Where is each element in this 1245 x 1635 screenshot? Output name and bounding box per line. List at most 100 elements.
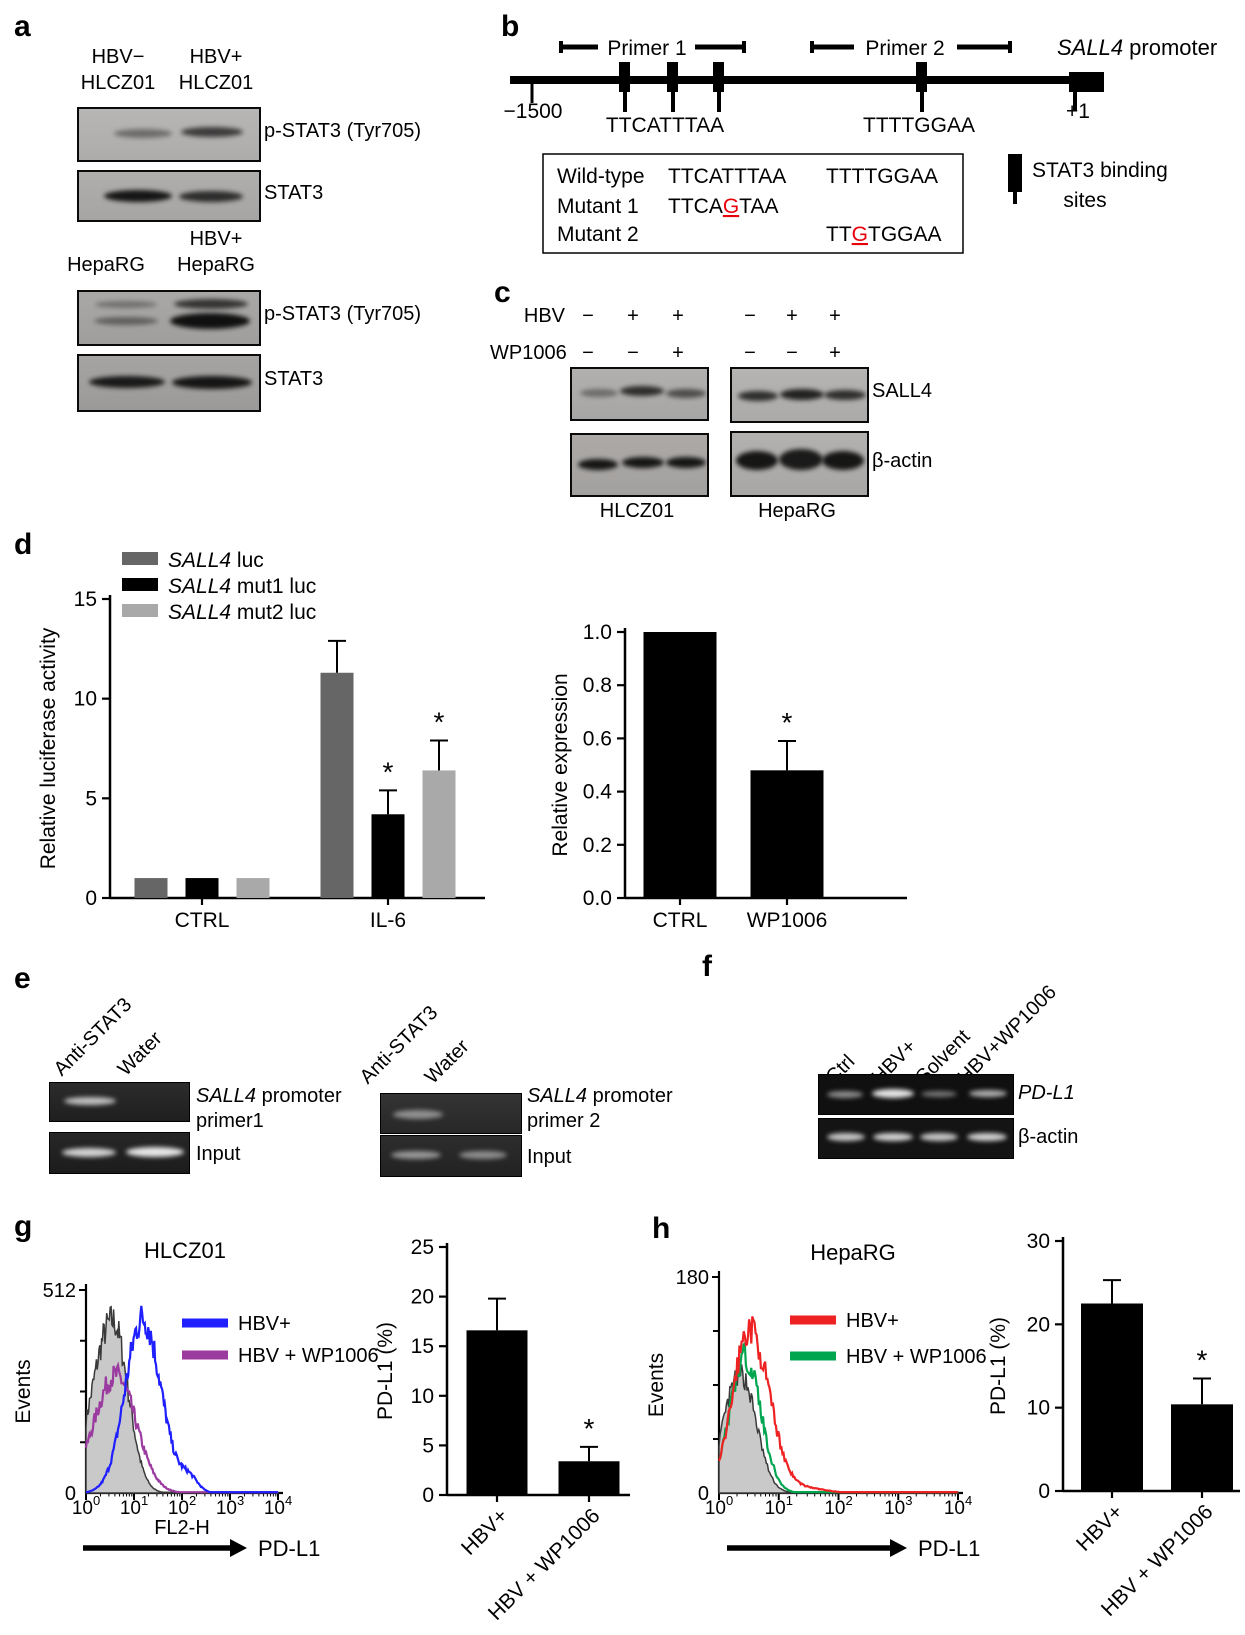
- tick: [1073, 92, 1077, 110]
- legend-item: SALL4 luc: [168, 549, 264, 572]
- x-tick-label: 104: [944, 1493, 972, 1519]
- condition-sign: +: [786, 305, 798, 327]
- panel-h-label: h: [652, 1212, 671, 1245]
- legend-item: SALL4 mut2 luc: [168, 601, 317, 624]
- condition-sign: −: [744, 342, 756, 364]
- western-blot: [570, 433, 709, 497]
- x-category-label: HBV+: [1072, 1500, 1127, 1555]
- legend-label: HBV+: [846, 1310, 899, 1332]
- condition-sign: +: [829, 305, 841, 327]
- blot-row-label: p-STAT3 (Tyr705): [264, 303, 422, 325]
- chart-text: 15: [411, 1335, 434, 1358]
- wildtype-seq1: TTCATTTAA: [668, 165, 786, 188]
- chart-text: 0.0: [583, 887, 612, 910]
- y-zero-label: 0: [65, 1483, 76, 1505]
- significance-star: *: [434, 707, 445, 738]
- gel-row-label: primer 2: [527, 1110, 601, 1132]
- site-sequence: TTTTGGAA: [863, 114, 975, 137]
- western-blot: [77, 290, 261, 346]
- chart-text: 1.0: [583, 621, 612, 644]
- panel-f-label: f: [702, 950, 712, 983]
- chart-text: 0.6: [583, 727, 612, 750]
- histogram-control-fill: [718, 1361, 959, 1494]
- condition-sign: −: [582, 342, 594, 364]
- x-tick-label: 103: [216, 1493, 244, 1519]
- chart-title: HepaRG: [810, 1240, 896, 1265]
- bar: [422, 770, 456, 898]
- legend-label: HBV + WP1006: [238, 1345, 379, 1367]
- expression-bar-chart: 0.0 0.2 0.4 0.6 0.8 1.0 Relative expression CTR…: [549, 621, 907, 932]
- cell-line-label: HepaRG: [758, 500, 836, 522]
- lane-label: HBV+: [189, 228, 243, 250]
- condition-sign: +: [627, 305, 639, 327]
- y-axis-label: Events: [645, 1353, 668, 1417]
- blot-row-label: β-actin: [872, 450, 933, 472]
- cell-line-label: HLCZ01: [599, 500, 675, 522]
- legend-text: sites: [1063, 189, 1106, 212]
- chart-text: 5: [422, 1434, 434, 1457]
- x-tick-label: 101: [120, 1493, 148, 1519]
- axis-arrow-head: [890, 1539, 907, 1557]
- condition-sign: −: [627, 342, 639, 364]
- western-blot: [730, 367, 869, 423]
- gel-row-label: Input: [527, 1146, 572, 1168]
- western-blot: [77, 107, 261, 162]
- x-category-label: WP1006: [747, 909, 828, 932]
- blot-row-label: SALL4: [872, 380, 933, 402]
- y-axis-label: Relative expression: [549, 673, 572, 856]
- position-label: +1: [1066, 100, 1090, 123]
- chart-text: 0.2: [583, 834, 612, 857]
- x-tick-label: 102: [824, 1493, 852, 1519]
- gel-lane-label: Water: [420, 1035, 474, 1089]
- row-name: Mutant 1: [557, 195, 639, 218]
- legend-swatch: [122, 604, 158, 617]
- pcr-gel: [818, 1118, 1014, 1159]
- chart-text: 30: [1027, 1230, 1050, 1253]
- row-name: Wild-type: [557, 165, 645, 188]
- x-tick-label: 102: [168, 1493, 196, 1519]
- chip-gel: [380, 1093, 522, 1134]
- chip-gel: [49, 1082, 190, 1122]
- bar: [1171, 1404, 1233, 1491]
- y-axis-label: Events: [12, 1359, 35, 1423]
- chart-text: 10: [74, 688, 97, 711]
- y-zero-label: 0: [698, 1483, 709, 1505]
- condition-sign: +: [672, 342, 684, 364]
- x-tick-label: 100: [72, 1493, 100, 1519]
- y-axis-label: PD-L1 (%): [987, 1317, 1010, 1415]
- gel-row-label: PD-L1: [1018, 1082, 1075, 1104]
- primer2-label: Primer 2: [865, 37, 944, 60]
- gel-row-label: β-actin: [1018, 1126, 1079, 1148]
- histogram-curve: [86, 1305, 278, 1494]
- panel-c-label: c: [494, 276, 511, 309]
- bar: [236, 878, 270, 898]
- gel-lane-label: HBV+WP1006: [953, 981, 1061, 1089]
- condition-row-label: HBV: [523, 305, 565, 327]
- condition-sign: −: [786, 342, 798, 364]
- chart-text: 20: [1027, 1313, 1050, 1336]
- panel-g-label: g: [14, 1210, 33, 1243]
- condition-sign: −: [582, 305, 594, 327]
- gel-row-label: SALL4 promoter: [527, 1085, 673, 1107]
- pcr-gel: [818, 1074, 1014, 1115]
- transcription-start-box: [1069, 72, 1104, 92]
- blot-row-label: p-STAT3 (Tyr705): [264, 120, 422, 142]
- x-category-label: CTRL: [653, 909, 708, 932]
- lane-label: HepaRG: [177, 254, 255, 276]
- gel-row-label: primer1: [196, 1110, 264, 1132]
- lane-label: HLCZ01: [178, 72, 254, 94]
- chart-text: 10: [1027, 1397, 1050, 1420]
- legend-swatch: [122, 552, 158, 565]
- chart-text: 5: [85, 787, 97, 810]
- y-max-label: 180: [676, 1267, 709, 1289]
- chart-text: 0: [85, 887, 97, 910]
- chip-gel: [49, 1132, 190, 1174]
- western-blot: [730, 431, 869, 497]
- condition-sign: +: [829, 342, 841, 364]
- histogram-curve: [717, 1316, 958, 1494]
- bar: [1081, 1303, 1143, 1491]
- bar: [643, 632, 717, 898]
- chart-text: 20: [411, 1286, 434, 1309]
